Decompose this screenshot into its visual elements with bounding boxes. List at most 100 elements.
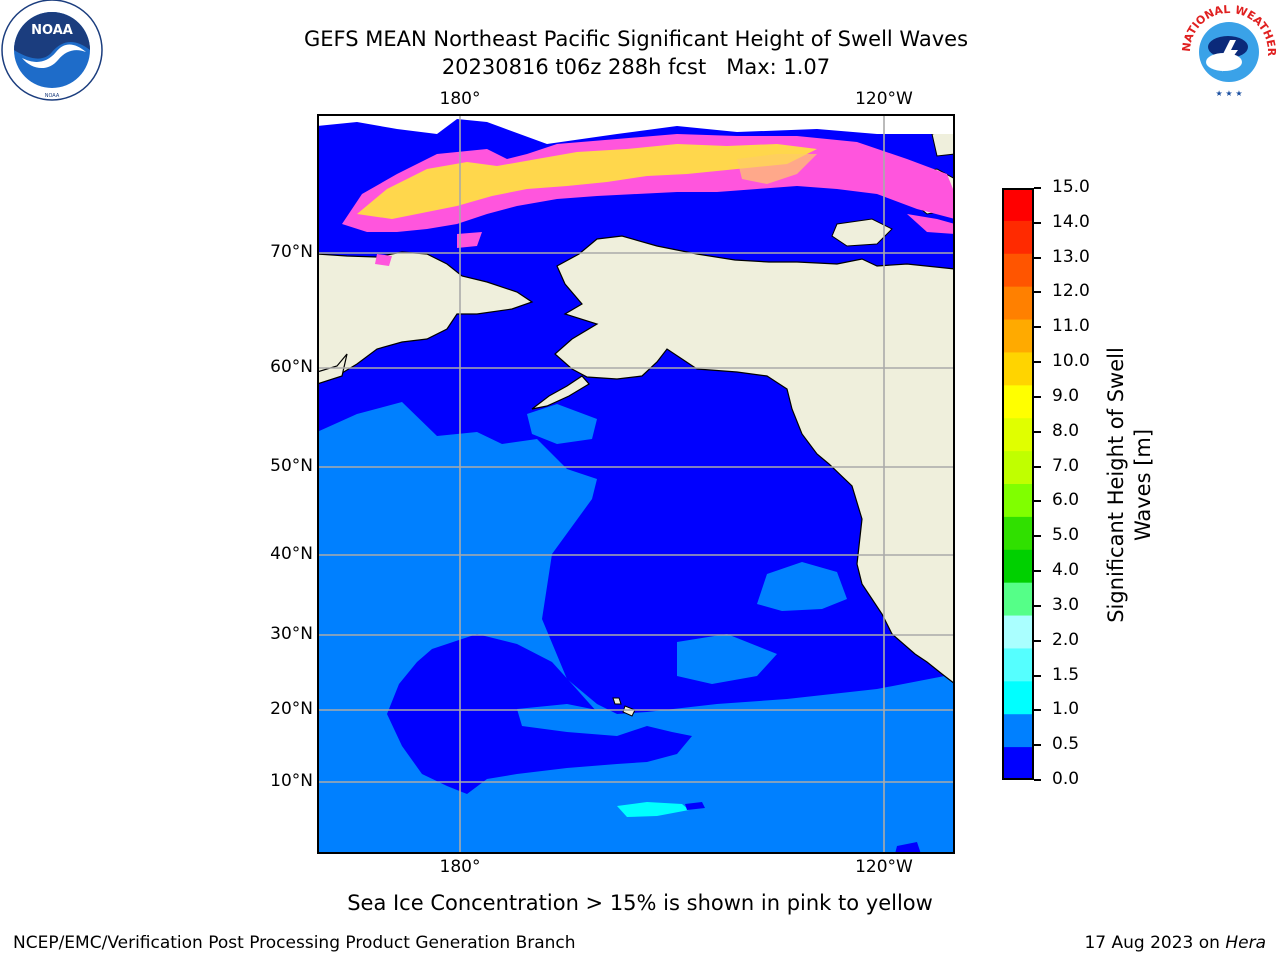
- colorbar-swatch: [1002, 451, 1034, 485]
- map-gridlines: [317, 114, 955, 854]
- colorbar-tick-mark: [1034, 709, 1041, 712]
- ocean-dark-bit-1: [895, 842, 921, 854]
- nws-logo: NATIONAL WEATHER ★ ★ ★: [1178, 0, 1280, 102]
- lat-label-70n: 70°N: [270, 242, 313, 262]
- svg-text:NOAA: NOAA: [45, 93, 60, 99]
- colorbar-label-line1: Significant Height of Swell: [1104, 347, 1128, 623]
- colorbar-swatch: [1002, 681, 1034, 715]
- chart-title: GEFS MEAN Northeast Pacific Significant …: [303, 27, 969, 51]
- colorbar-tick-mark: [1034, 361, 1041, 364]
- colorbar-tick-mark: [1034, 326, 1041, 329]
- colorbar-tick-label: 8.0: [1052, 420, 1080, 441]
- colorbar-tick-mark: [1034, 674, 1041, 677]
- colorbar-tick-label: 7.0: [1052, 455, 1080, 476]
- colorbar-tick-label: 0.5: [1052, 734, 1080, 755]
- colorbar-swatches: [1002, 188, 1034, 781]
- colorbar-swatch: [1002, 615, 1034, 649]
- colorbar-swatch: [1002, 714, 1034, 748]
- colorbar-tick-label: 5.0: [1052, 525, 1080, 546]
- colorbar-label-line2: Waves [m]: [1131, 428, 1155, 542]
- map-frame: [317, 114, 955, 854]
- colorbar-swatch: [1002, 418, 1034, 452]
- colorbar-tick-mark: [1034, 744, 1041, 747]
- colorbar-tick-label: 10.0: [1052, 351, 1090, 372]
- colorbar-swatch: [1002, 286, 1034, 321]
- noaa-logo-icon: NOAA NOAA: [1, 0, 103, 101]
- svg-text:NOAA: NOAA: [31, 23, 73, 38]
- footer-date-text: 17 Aug 2023 on: [1084, 933, 1226, 953]
- ocean-light-patch-4: [527, 404, 597, 444]
- swell-height-map: [316, 114, 956, 854]
- colorbar: [1002, 188, 1034, 781]
- lat-label-60n: 60°N: [270, 357, 313, 377]
- lat-label-40n: 40°N: [270, 544, 313, 564]
- ocean-light-patch-2: [677, 634, 777, 684]
- colorbar-swatch: [1002, 582, 1034, 617]
- land-north-america: [554, 235, 956, 686]
- footer-machine: Hera: [1225, 933, 1266, 953]
- sea-ice-region: [317, 114, 955, 266]
- colorbar-tick-mark: [1034, 465, 1041, 468]
- colorbar-tick-label: 9.0: [1052, 385, 1080, 406]
- colorbar-tick-label: 14.0: [1052, 211, 1090, 232]
- colorbar-tick-mark: [1034, 639, 1041, 642]
- colorbar-tick-mark: [1034, 779, 1041, 781]
- colorbar-frame: [1002, 188, 1034, 780]
- colorbar-swatch: [1002, 220, 1034, 255]
- lat-label-50n: 50°N: [270, 456, 313, 476]
- colorbar-swatch: [1002, 385, 1034, 419]
- footer-date: 17 Aug 2023 on Hera: [1084, 933, 1266, 953]
- colorbar-tick-label: 6.0: [1052, 490, 1080, 511]
- colorbar-tick-mark: [1034, 187, 1041, 189]
- ocean-cyan-streak: [617, 802, 689, 817]
- colorbar-swatch: [1002, 549, 1034, 584]
- colorbar-swatch: [1002, 253, 1034, 288]
- sea-ice-caption: Sea Ice Concentration > 15% is shown in …: [347, 891, 933, 915]
- colorbar-swatch: [1002, 352, 1034, 386]
- colorbar-swatch: [1002, 319, 1034, 353]
- colorbar-tick-label: 1.0: [1052, 699, 1080, 720]
- colorbar-swatch: [1002, 516, 1034, 551]
- colorbar-tick-mark: [1034, 500, 1041, 503]
- footer-branch: NCEP/EMC/Verification Post Processing Pr…: [13, 933, 576, 953]
- colorbar-tick-mark: [1034, 535, 1041, 538]
- colorbar-tick-label: 13.0: [1052, 246, 1090, 267]
- lat-label-10n: 10°N: [270, 771, 313, 791]
- ocean-dark-bit-2: [685, 802, 705, 810]
- colorbar-tick-label: 2.0: [1052, 629, 1080, 650]
- colorbar-tick-mark: [1034, 221, 1041, 224]
- lon-label-bottom-120w: 120°W: [855, 857, 913, 877]
- colorbar-tick-mark: [1034, 256, 1041, 259]
- colorbar-label: Significant Height of Swell Waves [m]: [1103, 347, 1157, 623]
- land-arctic-island-1: [831, 218, 893, 247]
- colorbar-swatch: [1002, 747, 1034, 781]
- chart-subtitle: 20230816 t06z 288h fcst Max: 1.07: [441, 55, 831, 79]
- ocean-light-patch-3: [517, 704, 647, 736]
- colorbar-tick-label: 3.0: [1052, 594, 1080, 615]
- lat-label-20n: 20°N: [270, 699, 313, 719]
- svg-text:★ ★ ★: ★ ★ ★: [1215, 89, 1242, 98]
- colorbar-tick-mark: [1034, 291, 1041, 294]
- colorbar-tick-mark: [1034, 430, 1041, 433]
- colorbar-tick-label: 4.0: [1052, 560, 1080, 581]
- colorbar-tick-mark: [1034, 395, 1041, 398]
- lon-label-bottom-180: 180°: [439, 857, 481, 877]
- colorbar-swatch: [1002, 648, 1034, 682]
- ocean-light-patch-1: [757, 562, 847, 611]
- colorbar-tick-label: 11.0: [1052, 316, 1090, 337]
- noaa-logo: NOAA NOAA: [0, 0, 104, 104]
- nws-logo-icon: NATIONAL WEATHER ★ ★ ★: [1180, 3, 1278, 99]
- colorbar-tick-label: 12.0: [1052, 281, 1090, 302]
- land-alaska-peninsula: [531, 375, 590, 410]
- map-panel: [316, 114, 956, 854]
- lon-label-top-120w: 120°W: [855, 89, 913, 109]
- colorbar-tick-mark: [1034, 570, 1041, 573]
- lon-label-top-180: 180°: [439, 89, 481, 109]
- colorbar-tick-label: 1.5: [1052, 664, 1080, 685]
- colorbar-tick-label: 0.0: [1052, 769, 1080, 789]
- colorbar-tick-mark: [1034, 604, 1041, 607]
- colorbar-swatch: [1002, 188, 1034, 222]
- lat-label-30n: 30°N: [270, 624, 313, 644]
- colorbar-tick-label: 15.0: [1052, 177, 1090, 197]
- colorbar-swatch: [1002, 484, 1034, 518]
